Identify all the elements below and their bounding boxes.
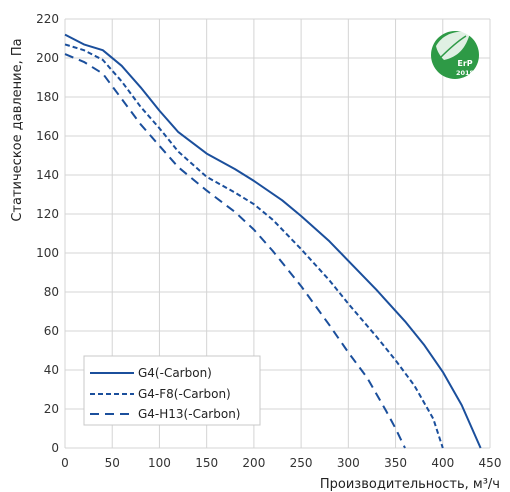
series-line-0 — [64, 33, 482, 449]
y-tick-label-1: 20 — [44, 402, 59, 416]
x-tick-label-9: 450 — [479, 456, 502, 470]
x-tick-label-7: 350 — [384, 456, 407, 470]
x-axis-title: Производительность, м³/ч — [320, 477, 500, 492]
x-tick-label-8: 400 — [431, 456, 454, 470]
badge-leaf-vein — [439, 35, 467, 59]
series-line-2 — [64, 53, 406, 449]
x-tick-label-3: 150 — [195, 456, 218, 470]
legend-label-g4: G4(-Carbon) — [138, 366, 212, 380]
y-tick-label-3: 60 — [44, 324, 59, 338]
y-tick-label-2: 40 — [44, 363, 59, 377]
y-tick-label-8: 160 — [36, 129, 59, 143]
y-tick-label-5: 100 — [36, 246, 59, 260]
x-tick-label-1: 50 — [105, 456, 120, 470]
x-tick-label-2: 100 — [148, 456, 171, 470]
y-tick-label-6: 120 — [36, 207, 59, 221]
y-tick-label-11: 220 — [36, 12, 59, 26]
badge-text-bottom: 2018 — [456, 69, 475, 77]
x-tick-label-4: 200 — [242, 456, 265, 470]
y-tick-label-0: 0 — [51, 441, 59, 455]
tick-labels: 0 20 40 60 80 100 120 140 160 180 200 220 0 50 100 150 2… — [36, 12, 501, 470]
series-lines — [64, 33, 482, 449]
y-tick-label-10: 200 — [36, 51, 59, 65]
y-axis-title: Статическое давление, Па — [10, 38, 25, 221]
y-tick-label-7: 140 — [36, 168, 59, 182]
legend-label-g4-f8: G4-F8(-Carbon) — [138, 387, 231, 401]
legend-label-g4-h13: G4-H13(-Carbon) — [138, 407, 240, 421]
series-line-1 — [64, 43, 444, 449]
x-tick-label-5: 250 — [290, 456, 313, 470]
erp-leaf-icon: ErP 2018 — [431, 31, 479, 79]
y-tick-label-4: 80 — [44, 285, 59, 299]
badge-text-top: ErP — [457, 59, 472, 68]
legend: G4(-Carbon) G4-F8(-Carbon) G4-H13(-Carbo… — [83, 355, 261, 426]
x-tick-label-6: 300 — [337, 456, 360, 470]
x-tick-label-0: 0 — [61, 456, 69, 470]
y-tick-label-9: 180 — [36, 90, 59, 104]
